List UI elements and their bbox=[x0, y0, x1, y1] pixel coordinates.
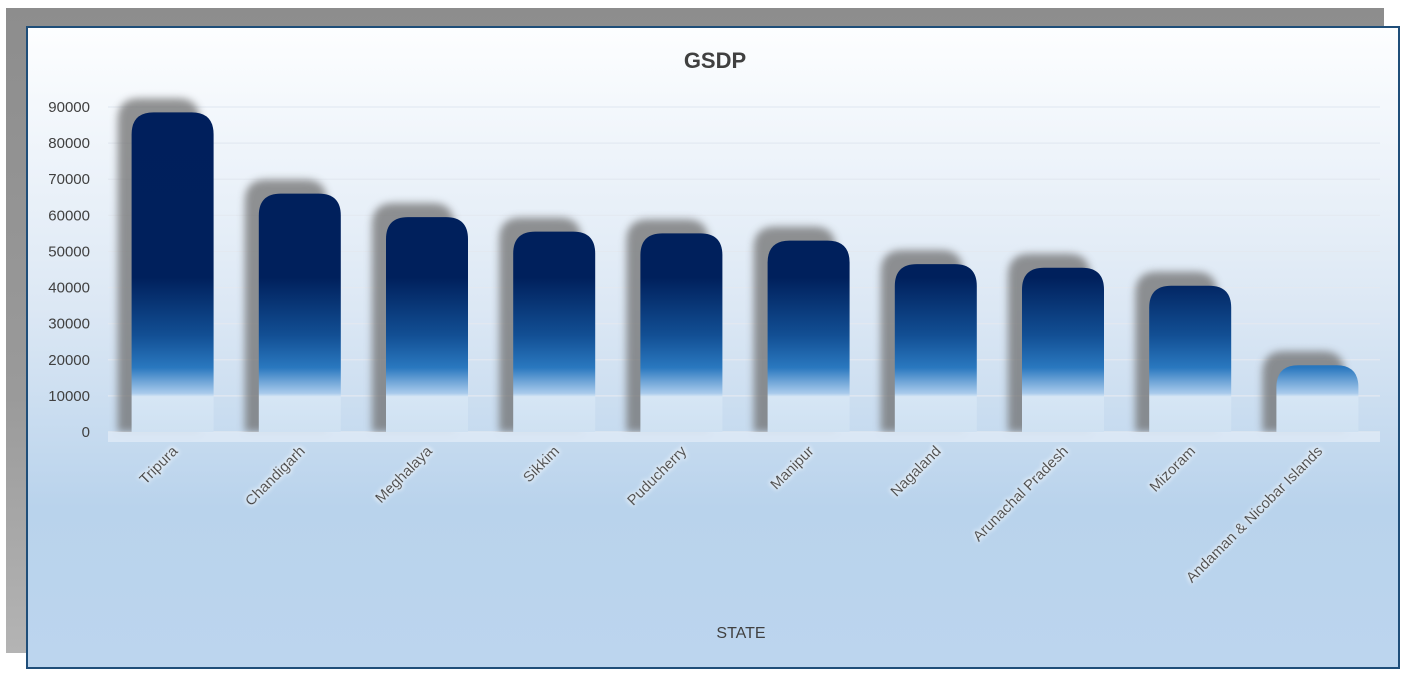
y-tick-label: 30000 bbox=[48, 316, 90, 333]
x-axis-category-labels: Tripura Chandigarh Meghalaya Sikkim Puducher… bbox=[136, 442, 1326, 586]
bar bbox=[1022, 267, 1104, 432]
x-category-label: Meghalaya bbox=[372, 442, 436, 506]
y-tick-label: 70000 bbox=[48, 171, 90, 188]
y-tick-label: 60000 bbox=[48, 207, 90, 224]
bar bbox=[640, 233, 723, 432]
y-tick-label: 40000 bbox=[48, 280, 90, 297]
x-category-label: Tripura bbox=[136, 442, 182, 488]
x-category-label: Puducherry bbox=[624, 442, 691, 509]
x-category-label: Nagaland bbox=[887, 443, 944, 500]
x-category-label: Manipur bbox=[767, 443, 817, 493]
x-category-label: Arunachal Pradesh bbox=[970, 443, 1072, 545]
y-tick-label: 20000 bbox=[48, 352, 90, 369]
bars bbox=[131, 112, 1359, 433]
bar bbox=[131, 112, 214, 433]
y-tick-label: 50000 bbox=[48, 243, 90, 260]
bar bbox=[386, 217, 468, 432]
y-tick-label: 90000 bbox=[48, 99, 90, 116]
floor-plane bbox=[108, 432, 1380, 442]
y-axis-tick-labels: 0 10000 20000 30000 40000 50000 60000 70000 8000… bbox=[48, 99, 90, 441]
x-category-label: Chandigarh bbox=[242, 443, 309, 510]
x-category-label: Mizoram bbox=[1146, 443, 1199, 496]
x-axis-title: STATE bbox=[716, 625, 765, 642]
x-category-label: Andaman & Nicobar Islands bbox=[1183, 443, 1326, 586]
x-category-label: Sikkim bbox=[520, 443, 563, 486]
bar bbox=[1149, 285, 1232, 432]
bar bbox=[258, 193, 341, 432]
bar bbox=[767, 240, 850, 432]
chart-title: GSDP bbox=[684, 48, 746, 73]
bar bbox=[513, 231, 596, 432]
y-tick-label: 10000 bbox=[48, 388, 90, 405]
bar bbox=[1276, 365, 1359, 432]
y-tick-label: 80000 bbox=[48, 135, 90, 152]
y-tick-label: 0 bbox=[82, 424, 90, 441]
bar bbox=[894, 264, 977, 432]
